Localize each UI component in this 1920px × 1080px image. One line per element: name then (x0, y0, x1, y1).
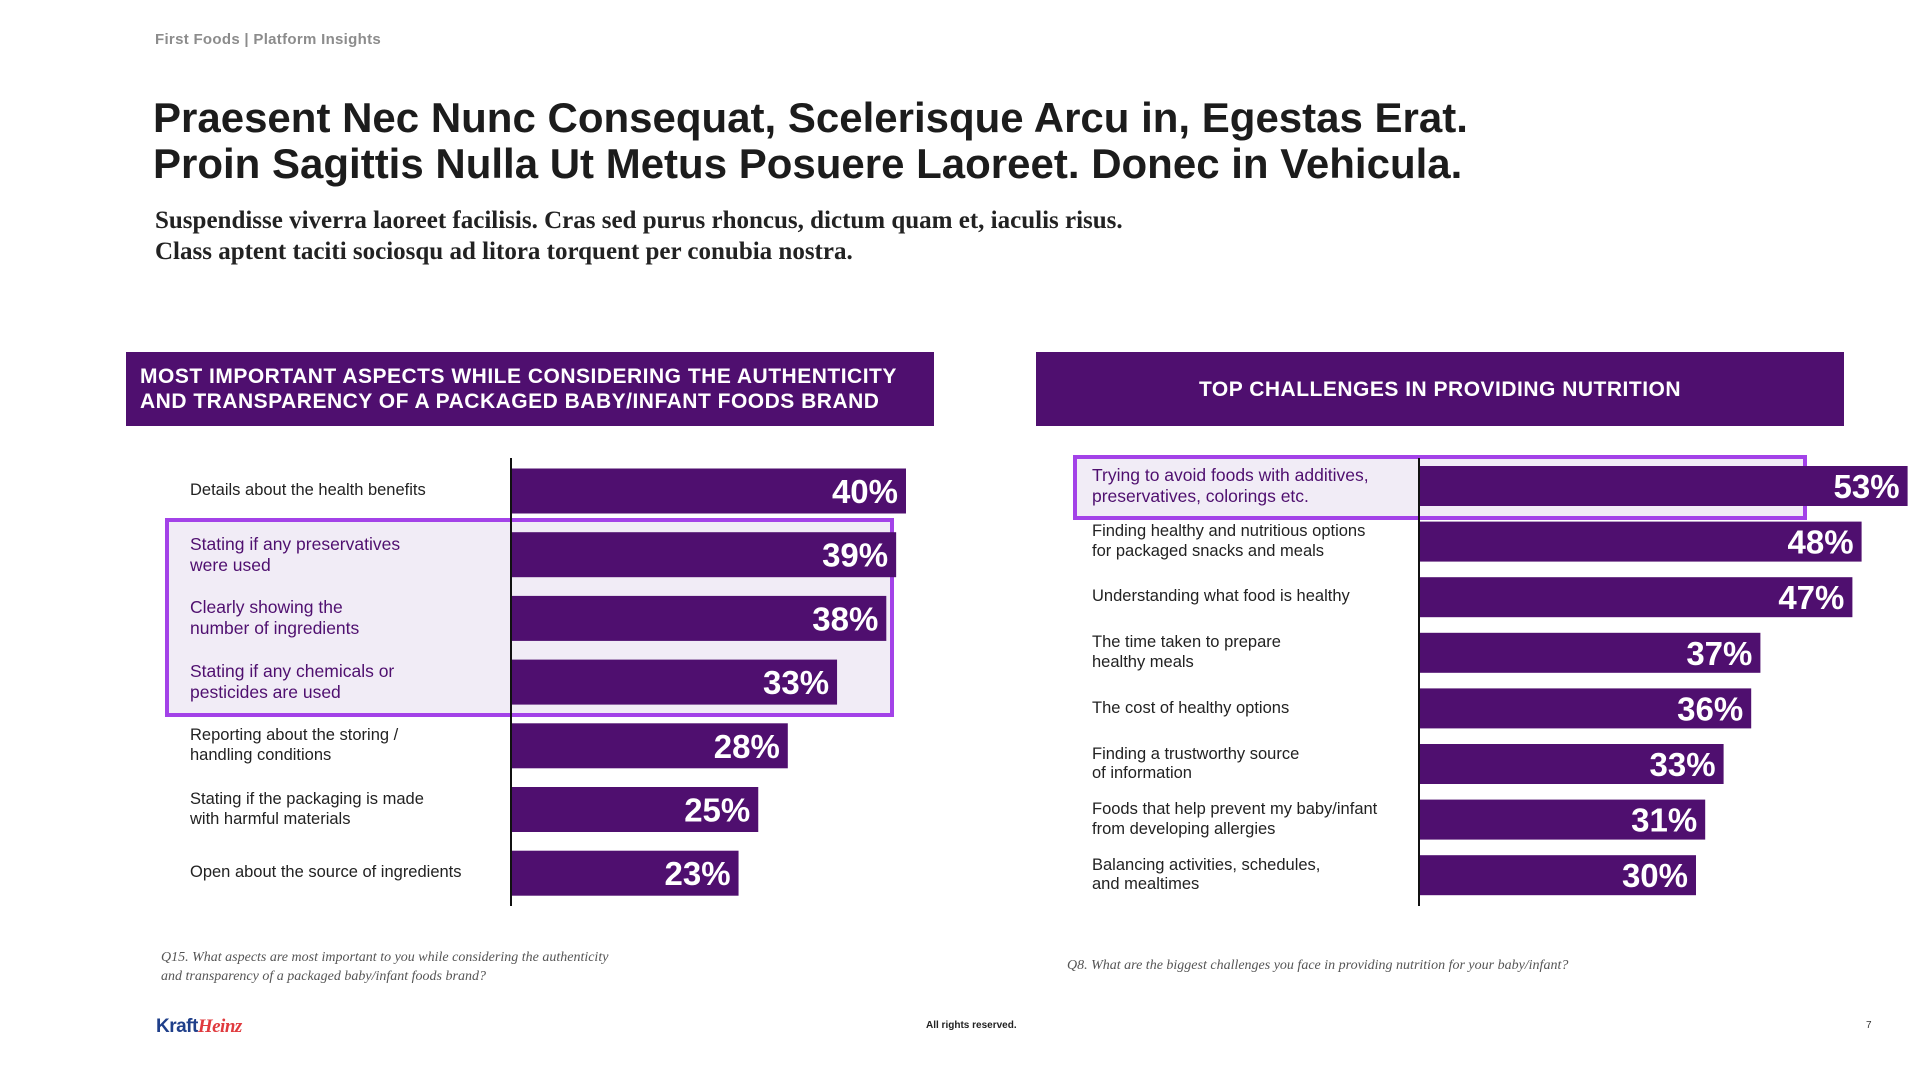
subtitle-line-2: Class aptent taciti sociosqu ad litora t… (155, 238, 853, 265)
kraftheinz-logo: KraftHeinz (156, 1016, 242, 1037)
right-bar-5 (1420, 744, 1724, 784)
right-category-label-0: Trying to avoid foods with additives, pr… (1092, 465, 1369, 506)
left-category-label-2: Clearly showing the number of ingredient… (190, 597, 360, 639)
right-category-label-2: Understanding what food is healthy (1092, 587, 1350, 606)
right-bar-7 (1420, 855, 1696, 896)
left-bar-value-5: 25% (684, 792, 750, 829)
left-footnote: Q15. What aspects are most important to … (161, 948, 608, 986)
right-bar-value-7: 30% (1622, 857, 1688, 894)
right-bar-6 (1420, 799, 1706, 840)
right-chart-title: TOP CHALLENGES IN PROVIDING NUTRITION (1036, 352, 1844, 426)
header-label: First Foods | Platform Insights (155, 31, 382, 48)
right-bar-value-4: 36% (1677, 690, 1743, 727)
left-bar-value-1: 39% (822, 537, 888, 574)
left-bar-value-4: 28% (714, 728, 780, 765)
right-bar-value-0: 53% (1834, 468, 1900, 505)
left-bar-value-6: 23% (664, 855, 730, 892)
left-chart-title-line-2: AND TRANSPARENCY OF A PACKAGED BABY/INFA… (140, 390, 880, 413)
left-chart-title-line-1: MOST IMPORTANT ASPECTS WHILE CONSIDERING… (140, 365, 897, 388)
right-bar-value-6: 31% (1631, 802, 1697, 839)
right-footnote: Q8. What are the biggest challenges you … (1067, 956, 1568, 975)
right-category-label-1: Finding healthy and nutritious options f… (1092, 522, 1366, 560)
right-bar-0 (1420, 466, 1908, 506)
left-bar-value-3: 33% (763, 664, 829, 701)
left-category-label-1: Stating if any preservatives were used (190, 533, 401, 575)
left-bar-1 (512, 532, 897, 578)
title-line-2: Proin Sagittis Nulla Ut Metus Posuere La… (153, 140, 1463, 187)
right-category-label-6: Foods that help prevent my baby/infant f… (1092, 800, 1378, 838)
title-line-1: Praesent Nec Nunc Consequat, Scelerisque… (153, 94, 1468, 141)
left-category-label-3: Stating if any chemicals or pesticides a… (190, 661, 395, 703)
right-category-label-3: The time taken to prepare healthy meals (1092, 633, 1281, 671)
right-bar-4 (1420, 688, 1752, 729)
right-bar-2 (1420, 577, 1853, 618)
page-title: Praesent Nec Nunc Consequat, Scelerisque… (153, 95, 1468, 187)
left-category-label-6: Open about the source of ingredients (190, 863, 462, 882)
left-footnote-line-2: and transparency of a packaged baby/infa… (161, 969, 486, 984)
right-bar-1 (1420, 521, 1862, 562)
left-footnote-line-1: Q15. What aspects are most important to … (161, 950, 609, 965)
left-bar-value-2: 38% (812, 600, 878, 637)
left-bar-value-0: 40% (832, 473, 898, 510)
left-bar-3 (512, 659, 838, 705)
left-bar-2 (512, 595, 887, 641)
right-chart-title-line-1: TOP CHALLENGES IN PROVIDING NUTRITION (1198, 377, 1682, 401)
right-bar-3 (1420, 632, 1761, 673)
left-bar-4 (512, 723, 788, 769)
right-category-label-5: Finding a trustworthy source of informat… (1092, 744, 1300, 783)
page-subtitle: Suspendisse viverra laoreet facilisis. C… (155, 205, 1123, 267)
right-bar-value-3: 37% (1686, 635, 1752, 672)
subtitle-line-1: Suspendisse viverra laoreet facilisis. C… (155, 207, 1123, 234)
left-category-label-0: Details about the health benefits (190, 481, 426, 500)
right-category-label-4: The cost of healthy options (1092, 698, 1290, 717)
left-chart-title: MOST IMPORTANT ASPECTS WHILE CONSIDERING… (126, 352, 934, 426)
rights-text: All rights reserved. (926, 1020, 1017, 1031)
right-bar-value-5: 33% (1650, 746, 1716, 783)
right-footnote-line-1: Q8. What are the biggest challenges you … (1067, 958, 1569, 973)
left-bar-5 (512, 787, 759, 832)
left-category-label-4: Reporting about the storing / handling c… (190, 726, 399, 764)
left-bar-6 (512, 850, 739, 896)
right-bar-value-1: 48% (1788, 524, 1854, 561)
left-category-label-5: Stating if the packaging is made with ha… (190, 790, 424, 828)
page-number: 7 (1866, 1020, 1872, 1031)
left-bar-0 (512, 468, 906, 514)
right-bar-value-2: 47% (1778, 579, 1844, 616)
right-category-label-7: Balancing activities, schedules, and mea… (1092, 855, 1321, 894)
